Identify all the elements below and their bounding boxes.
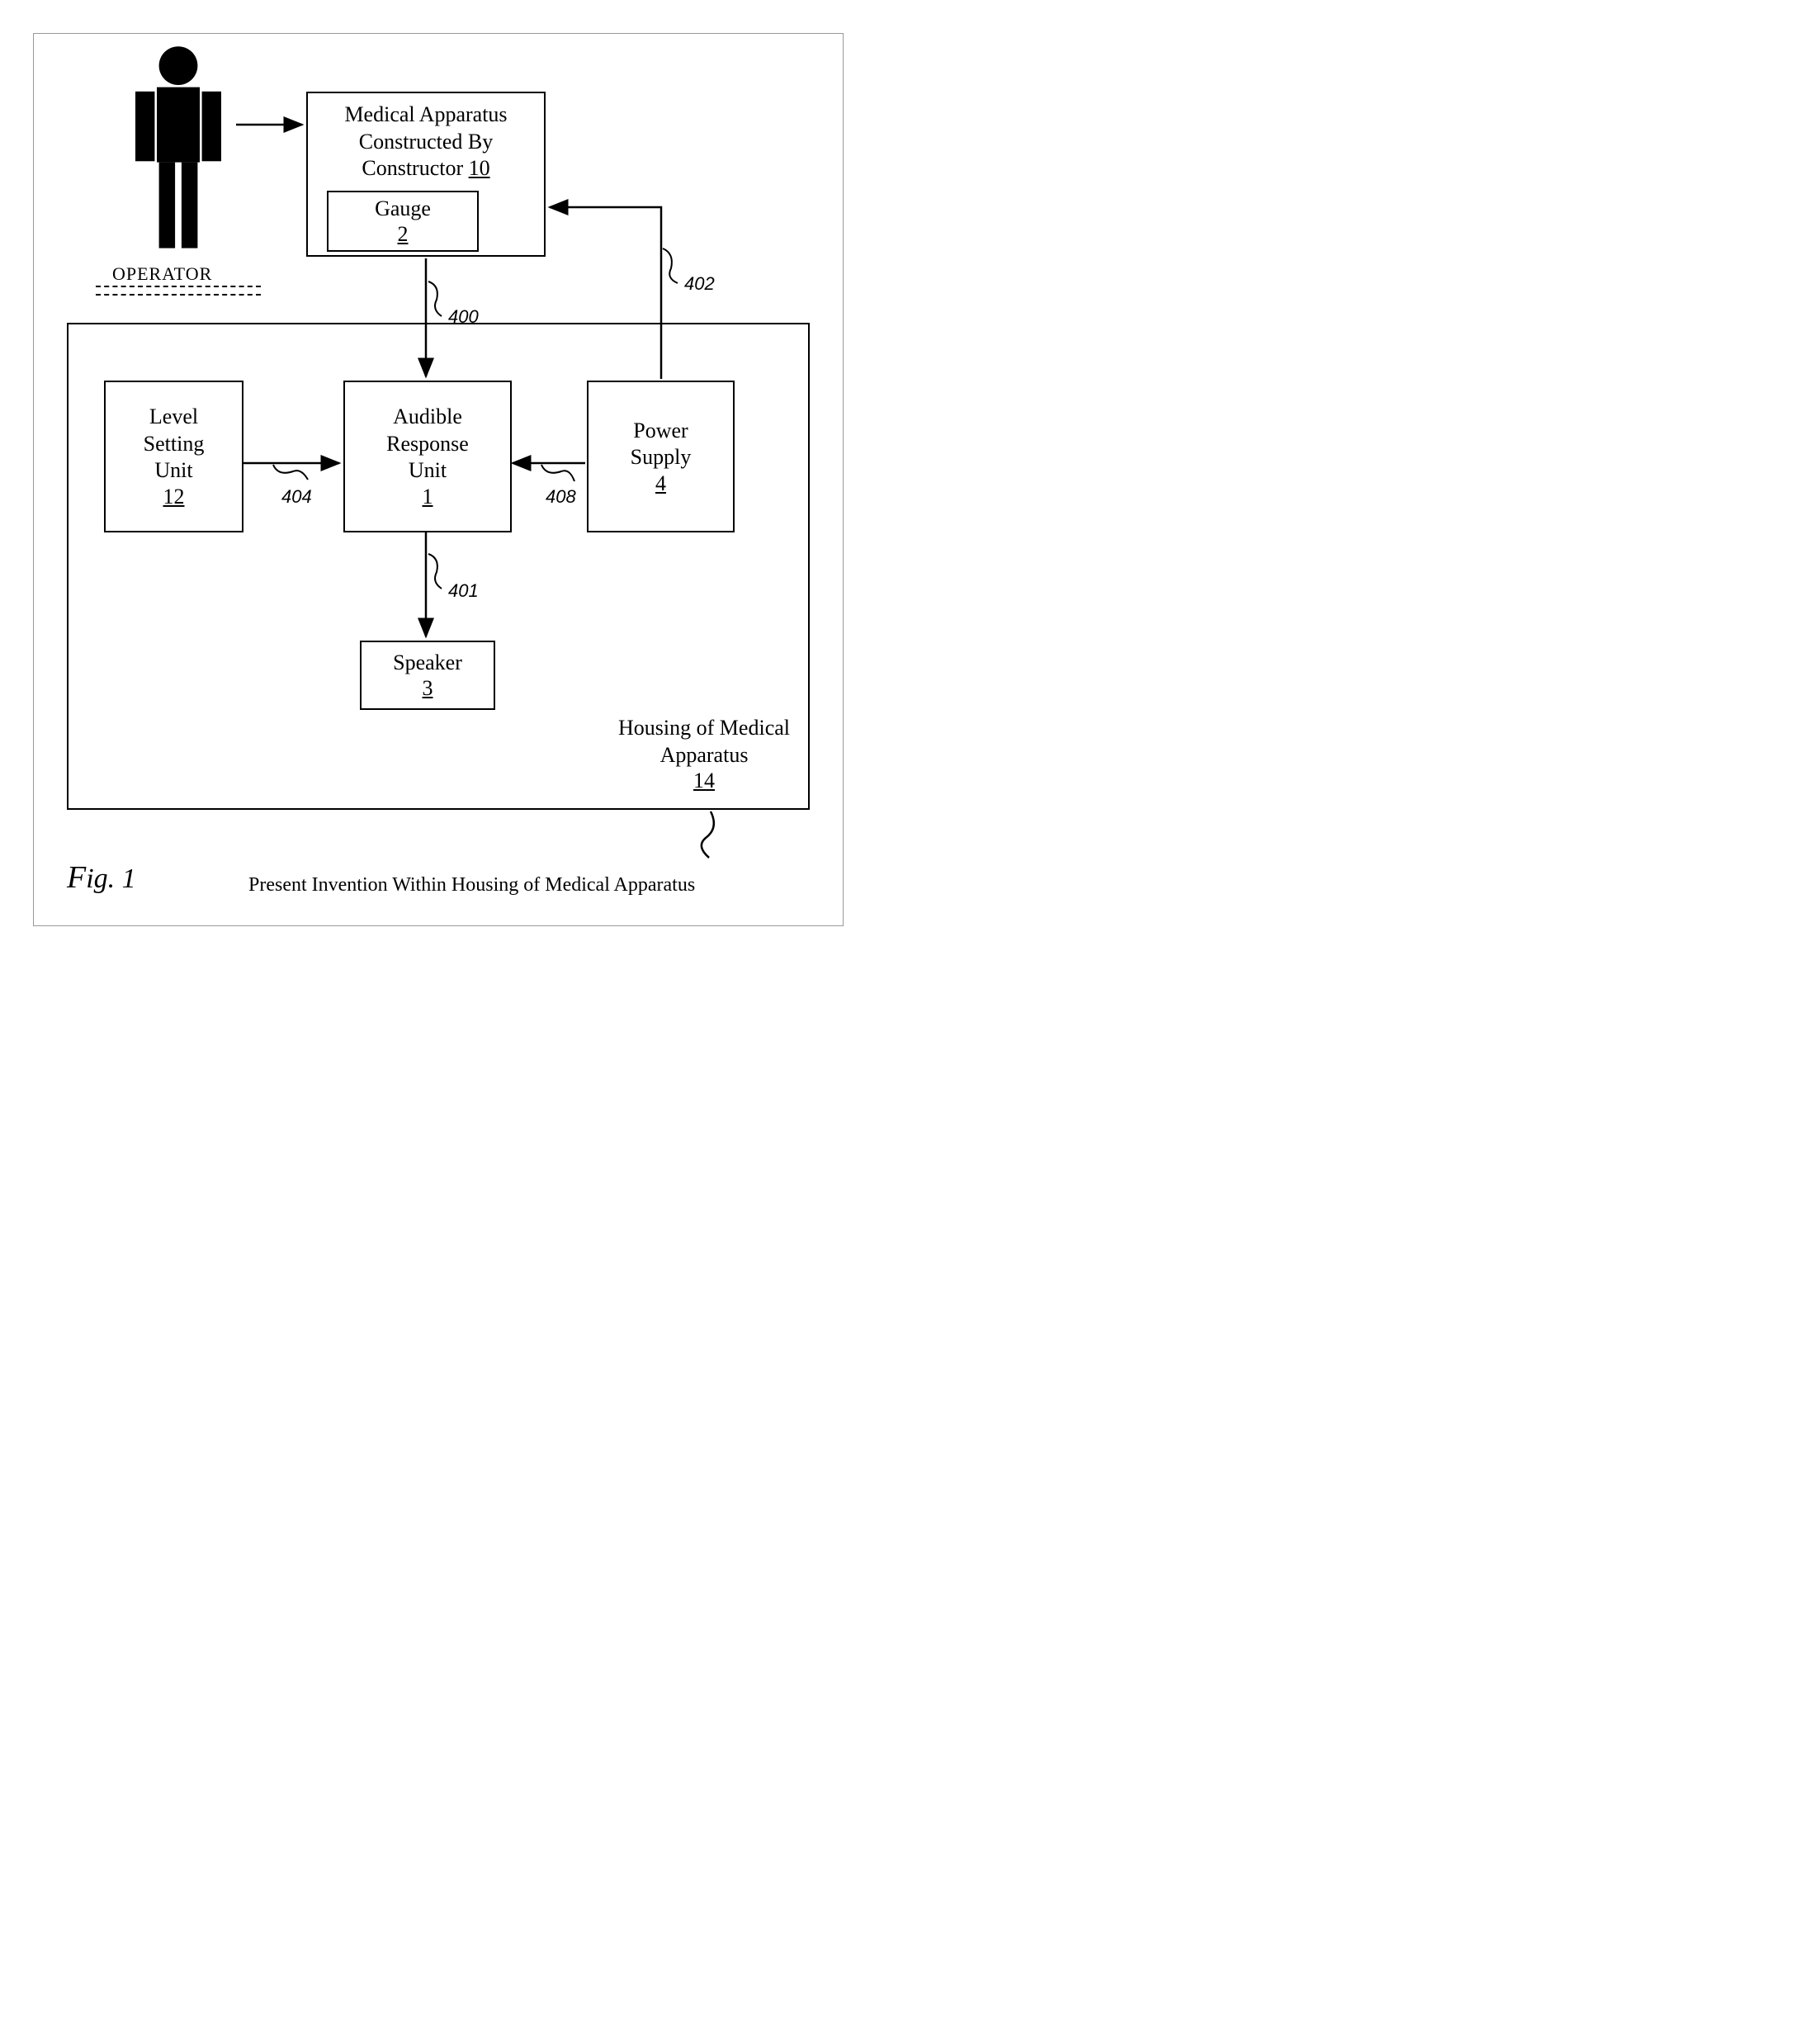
housing-label-1: Housing of Medical [618, 715, 790, 742]
figure-label: FFig. 1ig. 1 [67, 859, 136, 896]
level-setting-box: Level Setting Unit 12 [104, 381, 243, 532]
audible-num: 1 [423, 485, 433, 509]
speaker-label: Speaker [393, 650, 462, 677]
diagram-canvas: OPERATOR Housing of Medical Apparatus 14… [33, 33, 844, 926]
ref-401: 401 [448, 580, 479, 602]
power-line1: Power [633, 418, 688, 445]
medapp-line2: Constructed By [359, 129, 494, 156]
level-num: 12 [163, 485, 185, 509]
power-line2: Supply [631, 444, 692, 471]
gauge-num: 2 [398, 222, 409, 247]
housing-label-2: Apparatus [618, 742, 790, 769]
speaker-num: 3 [423, 676, 433, 701]
audible-line1: Audible [393, 404, 462, 431]
medapp-line3: Constructor 10 [362, 155, 489, 182]
audible-line3: Unit [409, 457, 447, 485]
ref-408: 408 [546, 486, 576, 508]
gauge-label: Gauge [375, 196, 431, 223]
operator-underline-bot [96, 294, 261, 296]
speaker-box: Speaker 3 [360, 641, 495, 710]
level-line3: Unit [154, 457, 192, 485]
figure-caption: Present Invention Within Housing of Medi… [248, 874, 695, 896]
operator-underline-top [96, 286, 261, 287]
housing-num: 14 [618, 769, 790, 793]
ref-404: 404 [281, 486, 312, 508]
medapp-line1: Medical Apparatus [344, 102, 507, 129]
ref-400: 400 [448, 306, 479, 328]
gauge-box: Gauge 2 [327, 191, 479, 252]
audible-line2: Response [386, 431, 469, 458]
audible-box: Audible Response Unit 1 [343, 381, 512, 532]
ref-402: 402 [684, 273, 715, 295]
level-line1: Level [149, 404, 198, 431]
power-num: 4 [655, 471, 666, 496]
operator-icon [125, 42, 232, 257]
operator-label: OPERATOR [112, 263, 212, 285]
level-line2: Setting [144, 431, 205, 458]
power-box: Power Supply 4 [587, 381, 735, 532]
